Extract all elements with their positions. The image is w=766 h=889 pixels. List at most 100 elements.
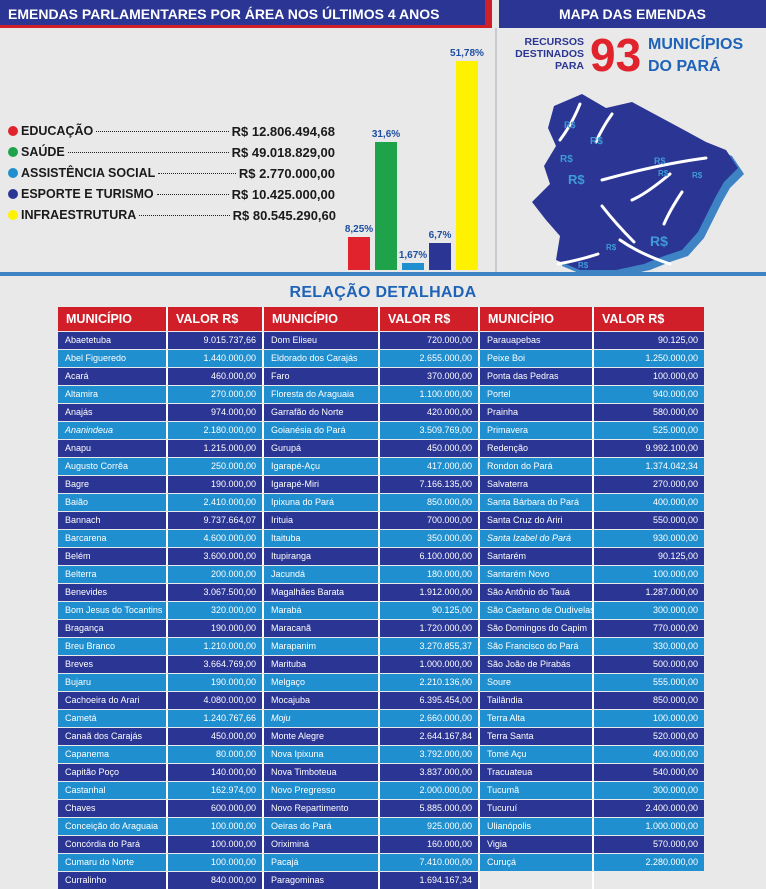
valor-cell: 420.000,00 bbox=[380, 404, 480, 421]
municipio-cell: São Domingos do Capim bbox=[480, 620, 594, 637]
legend-item: ASSISTÊNCIA SOCIAL R$ 2.770.000,00 bbox=[8, 164, 335, 182]
legend-category: SAÚDE bbox=[21, 145, 65, 159]
municipio-cell: Rondon do Pará bbox=[480, 458, 594, 475]
valor-cell: 350.000,00 bbox=[380, 530, 480, 547]
table-body: Abaetetuba 9.015.737,66 Dom Eliseu 720.000,… bbox=[58, 332, 704, 889]
valor-cell: 1.240.767,66 bbox=[168, 710, 264, 727]
municipio-cell: Capitão Poço bbox=[58, 764, 168, 781]
section-divider bbox=[495, 28, 497, 272]
municipio-cell: Belterra bbox=[58, 566, 168, 583]
table-row: Anapu 1.215.000,00 Gurupá 450.000,00 Redençã… bbox=[58, 440, 704, 457]
bar-3 bbox=[402, 263, 424, 270]
municipio-cell: Maracanã bbox=[264, 620, 380, 637]
valor-cell: 4.080.000,00 bbox=[168, 692, 264, 709]
valor-cell: 80.000,00 bbox=[168, 746, 264, 763]
municipio-cell: Santa Izabel do Pará bbox=[480, 530, 594, 547]
municipio-cell: Parauapebas bbox=[480, 332, 594, 349]
municipio-cell: Eldorado dos Carajás bbox=[264, 350, 380, 367]
valor-cell: 925.000,00 bbox=[380, 818, 480, 835]
municipio-cell: Terra Alta bbox=[480, 710, 594, 727]
table-row: Bragança 190.000,00 Maracanã 1.720.000,00 Sã… bbox=[58, 620, 704, 637]
table-row: Breu Branco 1.210.000,00 Marapanim 3.270.85… bbox=[58, 638, 704, 655]
valor-cell: 570.000,00 bbox=[594, 836, 704, 853]
municipio-cell: Baião bbox=[58, 494, 168, 511]
legend-item: INFRAESTRUTURA R$ 80.545.290,60 bbox=[8, 206, 336, 224]
valor-cell: 270.000,00 bbox=[594, 476, 704, 493]
valor-cell: 520.000,00 bbox=[594, 728, 704, 745]
valor-cell: 1.215.000,00 bbox=[168, 440, 264, 457]
municipality-caption: MUNICÍPIOS DO PARÁ bbox=[648, 34, 743, 78]
valor-cell: 90.125,00 bbox=[380, 602, 480, 619]
municipio-cell: Novo Pregresso bbox=[264, 782, 380, 799]
valor-cell: 3.270.855,37 bbox=[380, 638, 480, 655]
municipio-cell: Vigia bbox=[480, 836, 594, 853]
legend-leader bbox=[96, 122, 229, 132]
legend-amount: R$ 10.425.000,00 bbox=[231, 186, 335, 202]
valor-cell: 190.000,00 bbox=[168, 476, 264, 493]
valor-cell: 100.000,00 bbox=[168, 836, 264, 853]
flow-arrow bbox=[594, 112, 614, 144]
section-separator bbox=[0, 272, 766, 276]
valor-cell: 460.000,00 bbox=[168, 368, 264, 385]
valor-cell: 700.000,00 bbox=[380, 512, 480, 529]
table-row: Cametá 1.240.767,66 Moju 2.660.000,00 Terra … bbox=[58, 710, 704, 727]
valor-cell: 3.792.000,00 bbox=[380, 746, 480, 763]
table-title: RELAÇÃO DETALHADA bbox=[289, 284, 477, 301]
legend-item: SAÚDE R$ 49.018.829,00 bbox=[8, 143, 335, 161]
map-title: MAPA DAS EMENDAS bbox=[558, 6, 706, 22]
municipio-cell: Igarapé-Açu bbox=[264, 458, 380, 475]
municipio-cell: Santa Cruz do Ariri bbox=[480, 512, 594, 529]
valor-cell: 100.000,00 bbox=[168, 818, 264, 835]
table-row: Ananindeua 2.180.000,00 Goianésia do Pará 3… bbox=[58, 422, 704, 439]
municipio-cell: Tracuateua bbox=[480, 764, 594, 781]
municipio-cell: São Caetano de Oudivelas bbox=[480, 602, 594, 619]
para-map-shape bbox=[532, 94, 738, 270]
valor-cell: 9.015.737,66 bbox=[168, 332, 264, 349]
valor-cell: 9.737.664,07 bbox=[168, 512, 264, 529]
municipio-cell: São Antônio do Tauá bbox=[480, 584, 594, 601]
municipio-cell: Peixe Boi bbox=[480, 350, 594, 367]
valor-cell: 1.210.000,00 bbox=[168, 638, 264, 655]
legend-category: INFRAESTRUTURA bbox=[21, 208, 137, 222]
municipio-cell: São Francisco do Pará bbox=[480, 638, 594, 655]
valor-cell: 720.000,00 bbox=[380, 332, 480, 349]
municipio-cell: São João de Pirabás bbox=[480, 656, 594, 673]
municipio-cell: Faro bbox=[264, 368, 380, 385]
valor-cell: 370.000,00 bbox=[380, 368, 480, 385]
valor-cell: 250.000,00 bbox=[168, 458, 264, 475]
municipio-cell: Barcarena bbox=[58, 530, 168, 547]
table-row: Bujaru 190.000,00 Melgaço 2.210.136,00 Soure… bbox=[58, 674, 704, 691]
emendas-table: MUNICÍPIO VALOR R$ MUNICÍPIO VALOR R$ MU… bbox=[58, 307, 704, 889]
valor-cell: 2.180.000,00 bbox=[168, 422, 264, 439]
municipio-cell: Acará bbox=[58, 368, 168, 385]
flow-arrows bbox=[556, 102, 708, 266]
valor-cell: 4.600.000,00 bbox=[168, 530, 264, 547]
municipio-cell: Monte Alegre bbox=[264, 728, 380, 745]
table-row: Baião 2.410.000,00 Ipixuna do Pará 850.000,… bbox=[58, 494, 704, 511]
municipio-cell: Paragominas bbox=[264, 872, 380, 889]
valor-cell: 850.000,00 bbox=[380, 494, 480, 511]
table-row: Bom Jesus do Tocantins 320.000,00 Marabá 90… bbox=[58, 602, 704, 619]
valor-cell: 100.000,00 bbox=[594, 566, 704, 583]
bar-4 bbox=[429, 242, 451, 270]
map-money-label: R$ bbox=[650, 233, 668, 249]
chart-header: EMENDAS PARLAMENTARES POR ÁREA NOS ÚLTIM… bbox=[0, 0, 492, 28]
table-row: Abel Figueredo 1.440.000,00 Eldorado dos C… bbox=[58, 350, 704, 367]
valor-cell: 100.000,00 bbox=[594, 710, 704, 727]
valor-cell: 1.912.000,00 bbox=[380, 584, 480, 601]
valor-cell: 417.000,00 bbox=[380, 458, 480, 475]
municipio-cell: Capanema bbox=[58, 746, 168, 763]
municipio-cell: Abel Figueredo bbox=[58, 350, 168, 367]
municipio-cell: Irituia bbox=[264, 512, 380, 529]
table-row: Castanhal 162.974,00 Novo Pregresso 2.000.0… bbox=[58, 782, 704, 799]
table-row: Canaã dos Carajás 450.000,00 Monte Alegre 2… bbox=[58, 728, 704, 745]
legend-leader bbox=[156, 185, 229, 195]
legend-category: ASSISTÊNCIA SOCIAL bbox=[21, 166, 156, 180]
municipio-cell: Redenção bbox=[480, 440, 594, 457]
valor-cell: 5.885.000,00 bbox=[380, 800, 480, 817]
valor-cell: 6.100.000,00 bbox=[380, 548, 480, 565]
flow-arrow bbox=[600, 156, 708, 182]
valor-cell: 2.210.136,00 bbox=[380, 674, 480, 691]
valor-cell: 850.000,00 bbox=[594, 692, 704, 709]
map-subtitle-line3: PARA bbox=[555, 60, 584, 72]
